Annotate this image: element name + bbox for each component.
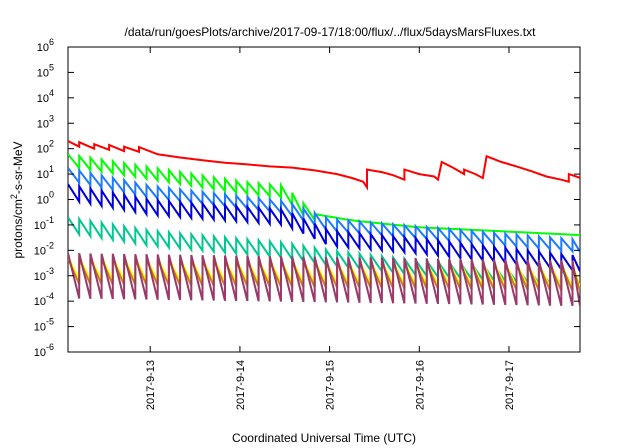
- series-line-7: [68, 252, 580, 307]
- x-tick-label: 2017-9-14: [235, 360, 247, 410]
- plot-border: [67, 46, 581, 353]
- series-line-0: [68, 140, 580, 191]
- x-tick-label: 2017-9-13: [145, 360, 157, 410]
- y-tick-label: 100: [37, 190, 54, 207]
- y-tick-label: 103: [37, 113, 54, 130]
- series-line-3: [68, 182, 580, 274]
- y-tick-label: 10-6: [34, 342, 54, 359]
- y-tick-label: 10-5: [34, 317, 54, 334]
- x-tick-label: 2017-9-15: [325, 360, 337, 410]
- series-line-2: [68, 167, 580, 255]
- y-tick-label: 10-4: [34, 291, 54, 308]
- y-tick-label: 102: [37, 139, 54, 156]
- plot-area: [67, 46, 581, 353]
- x-tick-label: 2017-9-17: [504, 360, 516, 410]
- y-axis-label: protons/cm2-s-sr-MeV: [9, 141, 25, 258]
- x-tick-label: 2017-9-16: [414, 360, 426, 410]
- chart-title: /data/run/goesPlots/archive/2017-09-17/1…: [125, 25, 537, 39]
- axes-layer: 10-6 10-5 10-4 10-3 10-2 10-1 100 101 102 103 104 1…: [34, 37, 580, 410]
- y-tick-label: 10-1: [34, 215, 54, 232]
- x-axis-label: Coordinated Universal Time (UTC): [232, 431, 416, 445]
- series-line-1: [68, 153, 580, 236]
- y-tick-label: 101: [37, 164, 54, 181]
- y-tick-label: 106: [37, 37, 54, 54]
- series-layer: [68, 140, 580, 307]
- y-tick-label: 105: [37, 62, 54, 79]
- y-tick-label: 10-3: [34, 266, 54, 283]
- y-tick-label: 104: [37, 88, 54, 105]
- y-tick-label: 10-2: [34, 240, 54, 257]
